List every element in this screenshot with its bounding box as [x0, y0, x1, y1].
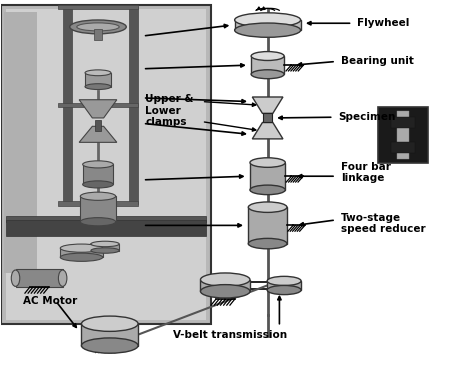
Ellipse shape — [267, 276, 301, 286]
Ellipse shape — [60, 244, 103, 252]
Ellipse shape — [85, 70, 111, 76]
Bar — [378, 107, 428, 163]
Bar — [58, 201, 138, 206]
Bar — [235, 20, 301, 30]
Bar — [60, 248, 103, 257]
Bar — [263, 113, 273, 123]
Bar — [85, 73, 111, 87]
Bar — [6, 9, 206, 320]
Ellipse shape — [82, 338, 138, 353]
Text: AC Motor: AC Motor — [23, 296, 77, 306]
Bar — [94, 29, 102, 40]
Ellipse shape — [11, 270, 20, 286]
Ellipse shape — [82, 316, 138, 331]
Bar — [1, 5, 211, 324]
Bar — [95, 120, 101, 131]
Bar — [391, 117, 416, 128]
Bar — [267, 281, 301, 290]
Ellipse shape — [201, 273, 250, 286]
Text: Two-stage
speed reducer: Two-stage speed reducer — [341, 213, 425, 235]
Bar — [6, 216, 206, 222]
Bar — [58, 5, 138, 9]
Ellipse shape — [82, 161, 113, 168]
Bar — [129, 7, 137, 204]
Bar — [63, 7, 72, 204]
Ellipse shape — [85, 84, 111, 90]
Ellipse shape — [80, 192, 116, 200]
Ellipse shape — [77, 23, 119, 31]
Bar — [4, 12, 36, 273]
Ellipse shape — [251, 70, 284, 79]
Text: Upper &
Lower
clamps: Upper & Lower clamps — [145, 94, 193, 127]
Polygon shape — [79, 100, 117, 118]
Ellipse shape — [60, 253, 103, 261]
Bar — [80, 196, 116, 222]
Ellipse shape — [248, 202, 287, 212]
Ellipse shape — [248, 239, 287, 249]
Ellipse shape — [80, 218, 116, 226]
Bar — [58, 103, 138, 108]
Bar — [248, 207, 287, 244]
Polygon shape — [79, 126, 117, 142]
Text: Bearing unit: Bearing unit — [341, 57, 413, 66]
Ellipse shape — [251, 51, 284, 61]
Polygon shape — [252, 97, 283, 113]
Bar — [91, 244, 119, 251]
Ellipse shape — [58, 270, 67, 286]
Ellipse shape — [201, 285, 250, 298]
Bar — [397, 111, 409, 159]
Text: Specimen: Specimen — [338, 112, 396, 122]
Bar — [250, 163, 285, 190]
Ellipse shape — [82, 181, 113, 188]
Bar — [6, 220, 206, 236]
Ellipse shape — [235, 23, 301, 37]
Text: Flywheel: Flywheel — [357, 18, 410, 28]
Bar — [82, 164, 113, 184]
Bar — [251, 56, 284, 74]
Ellipse shape — [267, 286, 301, 295]
Ellipse shape — [250, 158, 285, 167]
Ellipse shape — [250, 185, 285, 195]
Ellipse shape — [91, 248, 119, 253]
Bar — [391, 142, 416, 153]
Bar — [82, 324, 138, 346]
Bar — [16, 269, 63, 287]
Ellipse shape — [91, 241, 119, 247]
Ellipse shape — [70, 20, 126, 34]
Text: V-belt transmission: V-belt transmission — [173, 330, 287, 339]
Text: Four bar
linkage: Four bar linkage — [341, 162, 391, 184]
Polygon shape — [252, 123, 283, 139]
Ellipse shape — [235, 13, 301, 27]
Bar — [201, 280, 250, 291]
